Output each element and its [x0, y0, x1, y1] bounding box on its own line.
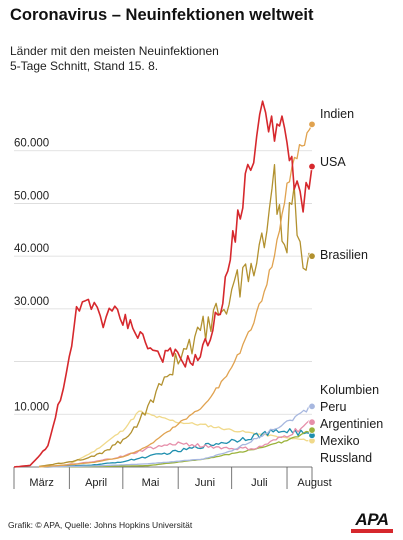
series-label-argentinien: Argentinien	[320, 417, 383, 431]
series-endpoint-peru	[308, 418, 316, 426]
y-tick-label: 10.000	[14, 401, 49, 413]
x-tick-label: April	[85, 477, 107, 489]
series-label-indien: Indien	[320, 107, 354, 121]
x-tick-label: Juni	[195, 477, 215, 489]
subtitle-line-2: 5-Tage Schnitt, Stand 15. 8.	[10, 59, 159, 73]
series-endpoint-indien	[308, 120, 316, 129]
series-endpoint-kolumbien	[308, 402, 316, 411]
y-tick-label: 50.000	[14, 190, 49, 202]
x-tick-label: Mai	[142, 477, 160, 489]
series-line-kolumbien	[47, 405, 313, 468]
x-tick-label: Juli	[251, 477, 268, 489]
chart-title: Coronavirus – Neuinfektionen weltweit	[10, 6, 314, 24]
series-endpoint-usa	[308, 162, 316, 171]
series-label-brasilien: Brasilien	[320, 248, 368, 262]
series-line-indien	[38, 124, 313, 468]
series-label-kolumbien: Kolumbien	[320, 383, 379, 397]
apa-logo-bar	[351, 529, 393, 533]
y-tick-label: 40.000	[14, 243, 49, 255]
series-endpoint-argentinien	[308, 426, 316, 434]
apa-logo: APA	[349, 510, 395, 534]
series-line-mexiko	[47, 428, 313, 468]
chart-subtitle: Länder mit den meisten Neuinfektionen 5-…	[10, 44, 219, 74]
series-line-usa	[13, 100, 313, 468]
apa-logo-text: APA	[355, 510, 389, 529]
series-endpoint-brasilien	[308, 252, 316, 260]
x-tick-label: März	[29, 477, 53, 489]
series-line-brasilien	[38, 164, 313, 468]
series-label-mexiko: Mexiko	[320, 434, 360, 448]
x-tick-label: August	[297, 477, 331, 489]
subtitle-line-1: Länder mit den meisten Neuinfektionen	[10, 44, 219, 58]
series-label-peru: Peru	[320, 400, 346, 414]
y-tick-label: 30.000	[14, 296, 49, 308]
source-credit: Grafik: © APA, Quelle: Johns Hopkins Uni…	[8, 520, 193, 530]
y-tick-label: 60.000	[14, 138, 49, 150]
series-label-usa: USA	[320, 155, 346, 169]
series-line-russland	[38, 410, 312, 468]
series-label-russland: Russland	[320, 451, 372, 465]
